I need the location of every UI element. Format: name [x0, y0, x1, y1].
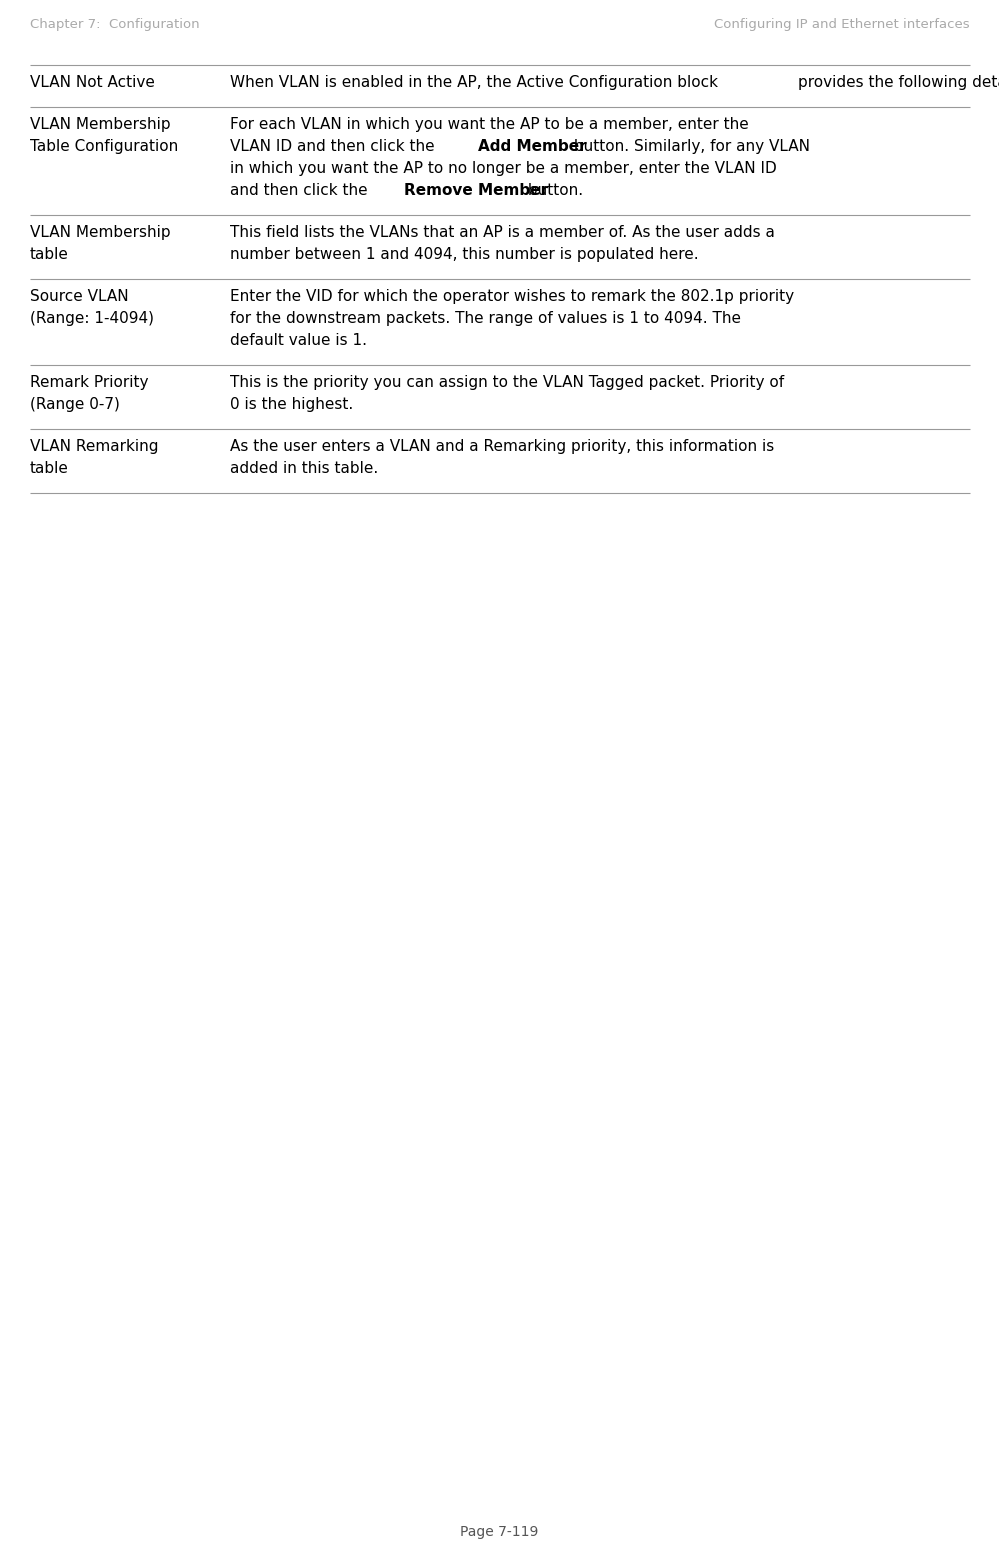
Text: Table Configuration: Table Configuration	[30, 138, 178, 154]
Text: Remove Member: Remove Member	[405, 183, 548, 197]
Text: table: table	[30, 460, 69, 476]
Text: in which you want the AP to no longer be a member, enter the VLAN ID: in which you want the AP to no longer be…	[230, 162, 777, 176]
Text: button.: button.	[523, 183, 583, 197]
Text: Chapter 7:  Configuration: Chapter 7: Configuration	[30, 19, 200, 31]
Text: This field lists the VLANs that an AP is a member of. As the user adds a: This field lists the VLANs that an AP is…	[230, 225, 775, 239]
Text: and then click the: and then click the	[230, 183, 373, 197]
Text: Add Member: Add Member	[478, 138, 586, 154]
Text: VLAN Membership: VLAN Membership	[30, 117, 171, 132]
Text: button. Similarly, for any VLAN: button. Similarly, for any VLAN	[569, 138, 810, 154]
Text: As the user enters a VLAN and a Remarking priority, this information is: As the user enters a VLAN and a Remarkin…	[230, 439, 774, 454]
Text: VLAN Not Active: VLAN Not Active	[30, 75, 155, 90]
Text: added in this table.: added in this table.	[230, 460, 379, 476]
Text: Remark Priority: Remark Priority	[30, 375, 149, 390]
Text: table: table	[30, 247, 69, 261]
Text: number between 1 and 4094, this number is populated here.: number between 1 and 4094, this number i…	[230, 247, 698, 261]
Text: Source VLAN: Source VLAN	[30, 289, 129, 303]
Text: For each VLAN in which you want the AP to be a member, enter the: For each VLAN in which you want the AP t…	[230, 117, 748, 132]
Text: VLAN ID and then click the: VLAN ID and then click the	[230, 138, 440, 154]
Text: 0 is the highest.: 0 is the highest.	[230, 397, 354, 412]
Text: This is the priority you can assign to the VLAN Tagged packet. Priority of: This is the priority you can assign to t…	[230, 375, 784, 390]
Text: Enter the VID for which the operator wishes to remark the 802.1p priority: Enter the VID for which the operator wis…	[230, 289, 794, 303]
Text: (Range: 1-4094): (Range: 1-4094)	[30, 311, 154, 327]
Text: VLAN Remarking: VLAN Remarking	[30, 439, 159, 454]
Text: Page 7-119: Page 7-119	[461, 1525, 538, 1539]
Text: default value is 1.: default value is 1.	[230, 333, 367, 348]
Text: (Range 0-7): (Range 0-7)	[30, 397, 120, 412]
Text: Configuring IP and Ethernet interfaces: Configuring IP and Ethernet interfaces	[714, 19, 970, 31]
Text: When VLAN is enabled in the AP, the Active Configuration block: When VLAN is enabled in the AP, the Acti…	[230, 75, 718, 90]
Text: VLAN Membership: VLAN Membership	[30, 225, 171, 239]
Text: for the downstream packets. The range of values is 1 to 4094. The: for the downstream packets. The range of…	[230, 311, 741, 327]
Text: provides the following details as read-only information in this tab. In the: provides the following details as read-o…	[798, 75, 999, 90]
